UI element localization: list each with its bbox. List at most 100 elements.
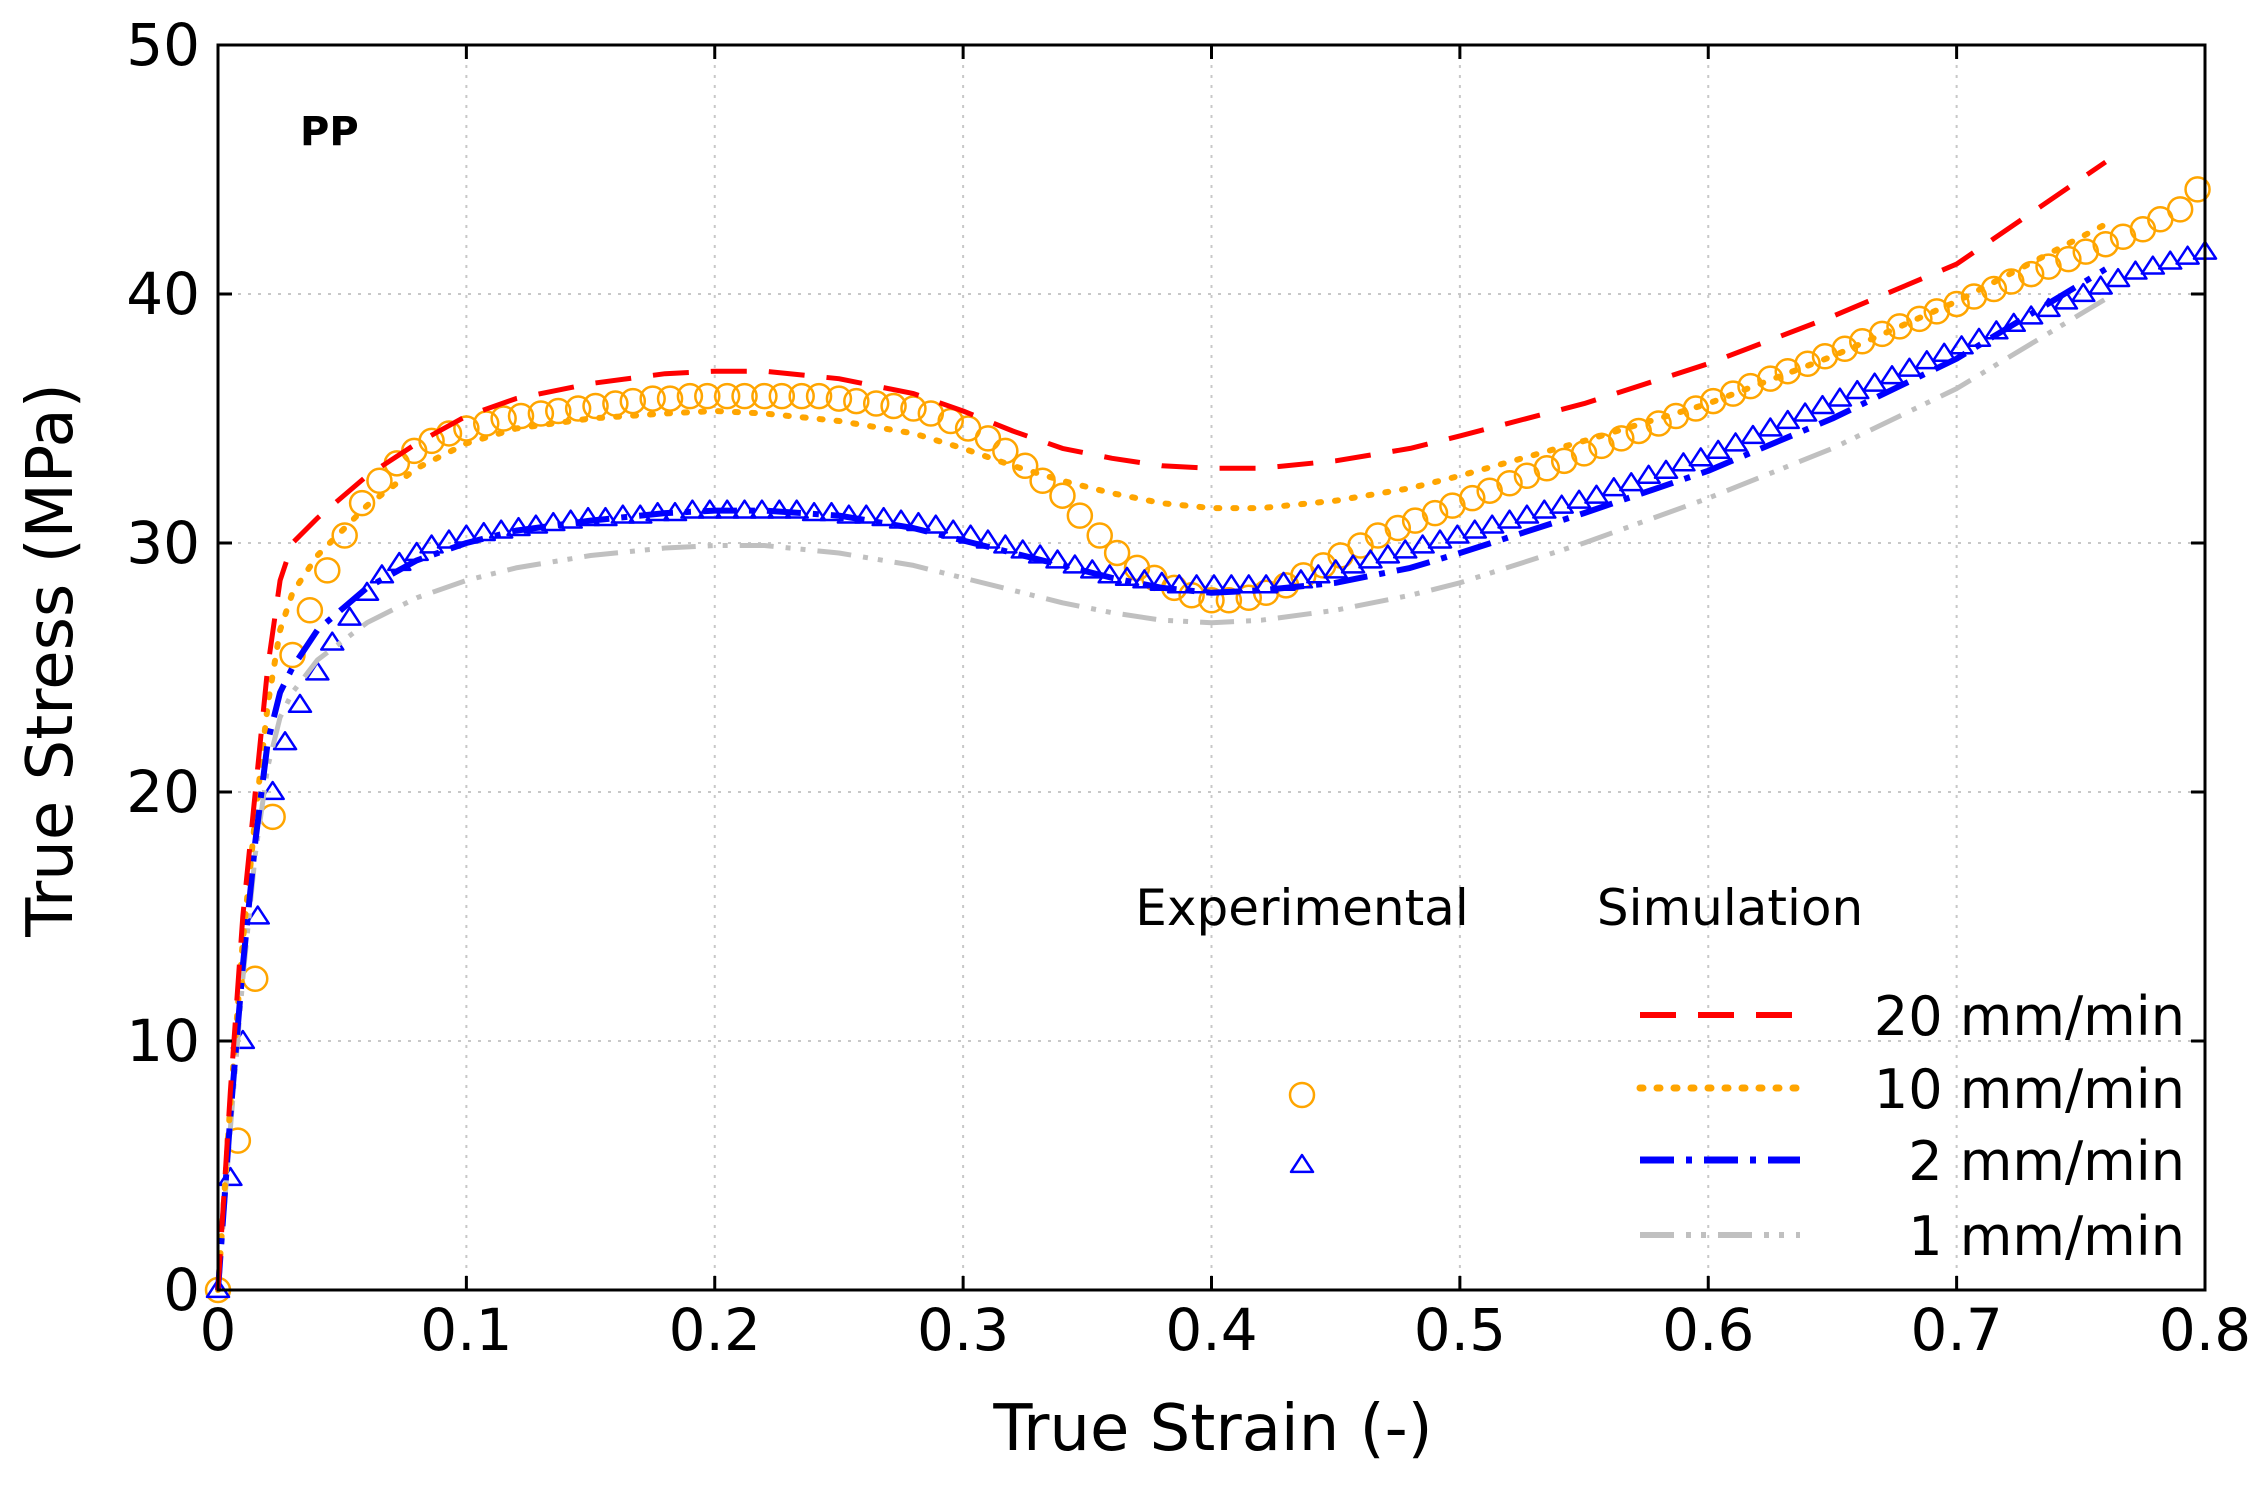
legend-label: 20 mm/min	[1874, 985, 2185, 1048]
data-point	[1497, 509, 1522, 529]
data-point	[1462, 519, 1488, 539]
x-tick-label: 0.5	[1414, 1296, 1506, 1364]
data-point	[2157, 250, 2183, 270]
data-point	[1392, 539, 1418, 559]
data-point	[2018, 305, 2044, 325]
data-point	[713, 382, 741, 410]
data-point	[1459, 484, 1486, 512]
legend-entry: 1 mm/min	[1640, 1205, 2185, 1268]
y-tick-label: 40	[126, 260, 200, 328]
data-point	[819, 501, 844, 522]
data-point	[507, 402, 535, 430]
data-point	[1608, 425, 1635, 452]
panel-label: PP	[300, 109, 359, 155]
data-point	[575, 506, 601, 527]
data-point	[2071, 282, 2096, 303]
y-tick-label: 10	[126, 1007, 200, 1075]
plot-series	[204, 159, 2218, 1304]
data-point	[2053, 290, 2079, 310]
legend-simulation-header: Simulation	[1597, 879, 1863, 937]
data-point	[1775, 409, 1800, 430]
legend: Experimental Simulation 20 mm/min 10 mm/m…	[1135, 879, 2185, 1268]
data-point	[419, 534, 444, 554]
data-point	[1384, 514, 1412, 542]
data-point	[1427, 529, 1453, 549]
data-point	[1931, 342, 1957, 362]
data-point	[1358, 549, 1383, 569]
data-point	[1045, 549, 1070, 569]
data-point	[1410, 534, 1435, 554]
data-point	[1827, 387, 1853, 407]
data-point	[1533, 455, 1561, 482]
data-point	[348, 489, 376, 517]
data-point	[1757, 365, 1784, 392]
data-point	[1723, 432, 1748, 452]
data-point	[900, 395, 927, 422]
x-tick-label: 0.4	[1165, 1296, 1257, 1364]
data-point	[1619, 472, 1644, 492]
data-point	[471, 521, 497, 542]
data-point	[1688, 447, 1714, 467]
x-tick-label: 0	[200, 1296, 237, 1364]
data-point	[1049, 482, 1076, 509]
x-tick-label: 0.2	[669, 1296, 761, 1364]
data-point	[1879, 365, 1905, 385]
data-point	[2036, 297, 2061, 318]
data-point	[242, 965, 269, 992]
data-point	[545, 397, 572, 425]
data-point	[541, 511, 566, 532]
data-point	[974, 425, 1002, 452]
data-point	[314, 557, 341, 584]
y-tick-label: 0	[163, 1256, 200, 1324]
data-point	[1532, 499, 1557, 519]
data-point	[2166, 196, 2194, 223]
x-tick-label: 0.8	[2159, 1296, 2251, 1364]
data-point	[558, 509, 583, 529]
data-point	[260, 780, 285, 801]
data-point	[1943, 290, 1970, 318]
data-point	[1906, 305, 1933, 333]
data-point	[2092, 230, 2119, 258]
data-point	[1549, 494, 1574, 514]
x-tick-label: 0.1	[420, 1296, 512, 1364]
data-point	[1236, 574, 1262, 594]
legend-label: 10 mm/min	[1874, 1058, 2185, 1121]
data-point	[488, 519, 514, 539]
data-point	[784, 499, 809, 519]
data-point	[296, 596, 324, 624]
data-point	[331, 522, 358, 549]
data-point	[2140, 255, 2166, 275]
series-line-sim_1	[215, 296, 2107, 1291]
x-axis-title: True Strain (-)	[992, 1392, 1432, 1466]
series-line-sim_2	[215, 266, 2108, 1291]
data-point	[1514, 504, 1540, 524]
data-point	[1496, 469, 1523, 497]
data-point	[825, 385, 853, 412]
data-point	[1671, 452, 1696, 472]
data-point	[1792, 402, 1818, 422]
data-point	[1123, 554, 1151, 582]
data-point	[1184, 574, 1209, 594]
data-point	[1340, 554, 1366, 574]
data-point	[418, 427, 445, 455]
data-point	[788, 382, 815, 410]
data-point	[805, 382, 833, 410]
data-point	[1029, 467, 1056, 494]
data-point	[527, 400, 555, 427]
data-point	[1421, 499, 1449, 527]
data-point	[1011, 452, 1039, 480]
data-point	[639, 385, 666, 412]
data-point	[272, 731, 298, 751]
data-point	[676, 382, 704, 410]
y-tick-label: 30	[126, 509, 200, 577]
data-point	[1235, 584, 1263, 612]
x-tick-label: 0.7	[1911, 1296, 2003, 1364]
x-tick-label: 0.6	[1662, 1296, 1754, 1364]
data-point	[1897, 357, 1922, 377]
data-point	[1066, 502, 1094, 529]
data-point	[2105, 267, 2131, 288]
legend-entry: 10 mm/min	[1288, 1058, 2185, 1121]
data-point	[731, 382, 758, 410]
data-point	[1114, 566, 1140, 587]
